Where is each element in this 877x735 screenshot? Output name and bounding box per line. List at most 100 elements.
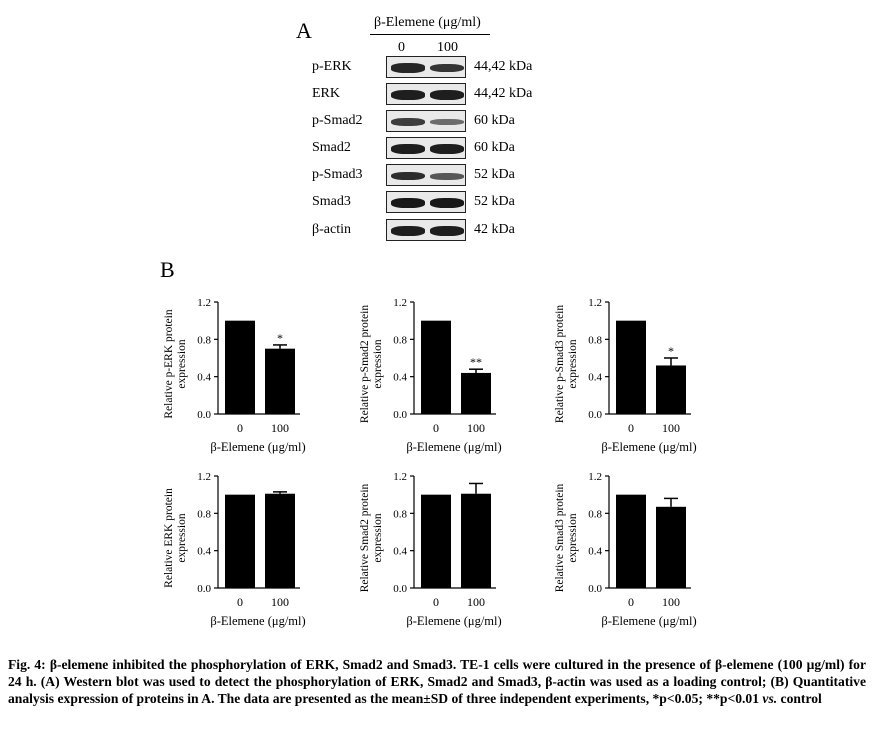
band-erk-lane-1 <box>430 90 464 100</box>
chart-3-y-axis-label-line-2: expression <box>567 339 579 388</box>
chart-2-x-tick-label-0: 0 <box>433 421 439 435</box>
lane-label-0: 0 <box>398 40 405 55</box>
chart-6-y-tick-label-1: 0.4 <box>588 546 602 558</box>
band-p-smad3-lane-1 <box>430 172 464 180</box>
chart-2-x-tick-label-1: 100 <box>467 421 485 435</box>
chart-3-y-tick-label-2: 0.8 <box>588 334 602 346</box>
chart-6-y-tick-label-0: 0.0 <box>588 583 602 595</box>
chart-2-bar-1 <box>461 372 491 414</box>
blot-label-p-erk: p-ERK <box>312 59 352 74</box>
chart-6-bar-1 <box>656 506 686 588</box>
chart-1-x-tick-label-1: 100 <box>271 421 289 435</box>
chart-6-y-tick-label-3: 1.2 <box>588 471 602 483</box>
chart-1-y-axis-label-line-1: Relative p-ERK protein <box>163 309 175 418</box>
blot-label-actin: β-actin <box>312 222 351 237</box>
chart-2-y-tick-label-1: 0.4 <box>393 372 407 384</box>
chart-1-x-tick-label-0: 0 <box>237 421 243 435</box>
chart-2-y-tick-label-3: 1.2 <box>393 297 407 309</box>
caption-vs: vs. <box>762 691 778 706</box>
chart-4-bar-1 <box>265 493 295 588</box>
chart-3-x-tick-label-0: 0 <box>628 421 634 435</box>
chart-2-y-axis-label-line-2: expression <box>372 339 384 388</box>
chart-6-x-tick-label-1: 100 <box>662 595 680 609</box>
chart-6-bar-0 <box>616 494 646 588</box>
chart-5-y-axis-label-line-2: expression <box>372 513 384 562</box>
chart-2-x-axis-label: β-Elemene (μg/ml) <box>406 440 501 454</box>
blot-strip-smad2 <box>386 137 466 159</box>
chart-3-bar-0 <box>616 320 646 414</box>
panel-a-letter: A <box>296 18 312 43</box>
chart-4-y-tick-label-0: 0.0 <box>197 583 211 595</box>
band-smad3-lane-0 <box>391 198 425 208</box>
band-actin-lane-1 <box>430 226 464 236</box>
chart-4-bar-0 <box>225 494 255 588</box>
chart-2-y-tick-label-0: 0.0 <box>393 409 407 421</box>
band-smad2-lane-0 <box>391 144 425 154</box>
chart-4-y-tick-label-1: 0.4 <box>197 546 211 558</box>
chart-6-y-tick-label-2: 0.8 <box>588 508 602 520</box>
bar-charts: 0.0 0.4 0.8 1.2 0 * 100 β-Elemene (μg/ml) Relati… <box>163 297 697 628</box>
band-p-smad2-lane-0 <box>391 117 425 127</box>
caption-tail: control <box>777 691 822 706</box>
band-actin-lane-0 <box>391 226 425 236</box>
chart-5-y-axis-label-line-1: Relative Smad2 protein <box>359 483 371 592</box>
chart-1-y-tick-label-3: 1.2 <box>197 297 211 309</box>
kda-label-p-erk: 44,42 kDa <box>474 59 533 74</box>
chart-1-y-axis-label-line-2: expression <box>176 339 188 388</box>
blot-strip-p-smad2 <box>386 110 466 132</box>
band-p-erk-lane-1 <box>430 63 464 73</box>
band-smad2-lane-1 <box>430 144 464 154</box>
blot-label-p-smad3: p-Smad3 <box>312 167 363 182</box>
chart-3-y-tick-label-0: 0.0 <box>588 409 602 421</box>
chart-6-x-tick-label-0: 0 <box>628 595 634 609</box>
chart-4-y-tick-label-2: 0.8 <box>197 508 211 520</box>
chart-2-significance-1: ** <box>470 355 482 369</box>
chart-1-bar-0 <box>225 320 255 414</box>
chart-6-x-axis-label: β-Elemene (μg/ml) <box>601 614 696 628</box>
chart-5-x-axis-label: β-Elemene (μg/ml) <box>406 614 501 628</box>
chart-5-y-tick-label-2: 0.8 <box>393 508 407 520</box>
kda-label-p-smad3: 52 kDa <box>474 167 515 182</box>
band-smad3-lane-1 <box>430 198 464 208</box>
chart-5-bar-0 <box>421 494 451 588</box>
chart-6-y-axis-label-line-1: Relative Smad3 protein <box>554 483 566 592</box>
chart-1-y-tick-label-1: 0.4 <box>197 372 211 384</box>
chart-3-y-axis-label-line-1: Relative p-Smad3 protein <box>554 305 566 423</box>
blot-label-smad3: Smad3 <box>312 194 351 209</box>
panel-b-letter: B <box>160 257 175 282</box>
lane-label-100: 100 <box>437 40 458 55</box>
chart-2-y-axis-label-line-1: Relative p-Smad2 protein <box>359 305 371 423</box>
chart-5-y-tick-label-1: 0.4 <box>393 546 407 558</box>
chart-1-x-axis-label: β-Elemene (μg/ml) <box>210 440 305 454</box>
blot-strip-actin <box>386 219 466 241</box>
chart-4-x-tick-label-1: 100 <box>271 595 289 609</box>
band-erk-lane-0 <box>391 90 425 100</box>
kda-label-smad2: 60 kDa <box>474 140 515 155</box>
chart-2-y-tick-label-2: 0.8 <box>393 334 407 346</box>
chart-3-y-tick-label-3: 1.2 <box>588 297 602 309</box>
band-p-erk-lane-0 <box>391 63 425 73</box>
kda-label-actin: 42 kDa <box>474 222 515 237</box>
chart-1-y-tick-label-0: 0.0 <box>197 409 211 421</box>
chart-4-x-tick-label-0: 0 <box>237 595 243 609</box>
chart-4-y-axis-label-line-1: Relative ERK protein <box>163 488 175 588</box>
chart-1-y-tick-label-2: 0.8 <box>197 334 211 346</box>
chart-3-x-axis-label: β-Elemene (μg/ml) <box>601 440 696 454</box>
chart-2-bar-0 <box>421 320 451 414</box>
chart-4-x-axis-label: β-Elemene (μg/ml) <box>210 614 305 628</box>
treatment-title: β-Elemene (μg/ml) <box>374 15 481 30</box>
blot-strip-smad3 <box>386 191 466 213</box>
kda-label-erk: 44,42 kDa <box>474 86 533 101</box>
chart-3-significance-1: * <box>668 344 674 358</box>
chart-3-y-tick-label-1: 0.4 <box>588 372 602 384</box>
chart-3-bar-1 <box>656 365 686 414</box>
chart-5-x-tick-label-0: 0 <box>433 595 439 609</box>
chart-5-y-tick-label-0: 0.0 <box>393 583 407 595</box>
chart-1-bar-1 <box>265 348 295 414</box>
band-p-smad2-lane-1 <box>430 118 464 126</box>
blot-strip-erk <box>386 83 466 105</box>
kda-label-p-smad2: 60 kDa <box>474 113 515 128</box>
blot-label-smad2: Smad2 <box>312 140 351 155</box>
chart-4-y-tick-label-3: 1.2 <box>197 471 211 483</box>
chart-3-x-tick-label-1: 100 <box>662 421 680 435</box>
